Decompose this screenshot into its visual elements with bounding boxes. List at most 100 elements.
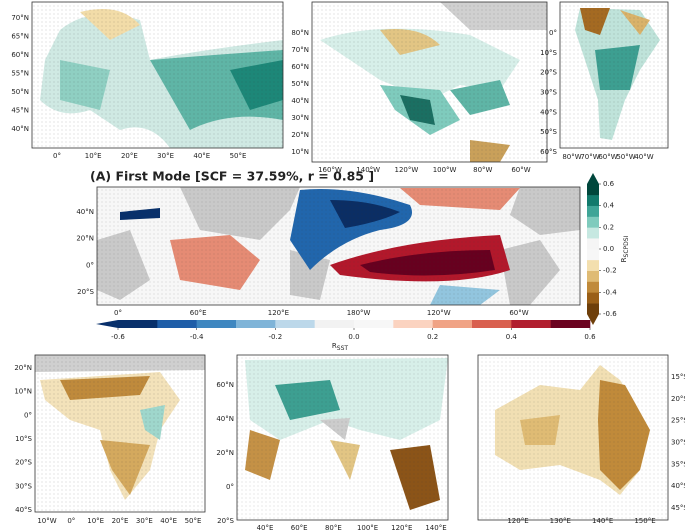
lon-label: 40°E	[160, 517, 177, 525]
colorbar-tick-label: -0.6	[111, 333, 125, 341]
lat-label: 0°	[24, 411, 32, 419]
lat-label: 20°N	[14, 364, 32, 372]
south-america-map	[559, 1, 669, 149]
lat-label: 40°N	[11, 125, 29, 133]
lon-label: 0°	[114, 309, 122, 317]
lat-label: 60°N	[216, 381, 234, 389]
colorbar-segment	[587, 303, 599, 315]
lon-label: 0°	[67, 517, 75, 525]
lon-label: 10°E	[85, 152, 102, 160]
colorbar-tick-label: -0.2	[603, 267, 617, 275]
lat-label: 10°S	[15, 435, 32, 443]
colorbar-segment	[587, 259, 599, 271]
lon-label: 20°E	[112, 517, 129, 525]
lon-label: 120°E	[507, 517, 528, 525]
lon-label: 140°W	[356, 166, 380, 174]
lat-label: 50°N	[291, 80, 309, 88]
lat-label: 35°S	[671, 460, 685, 468]
colorbar-tick-label: 0.6	[603, 180, 615, 188]
lat-label: 80°N	[291, 29, 309, 37]
lat-label: 20°S	[671, 395, 685, 403]
lat-label: 40°N	[76, 208, 94, 216]
africa-map	[34, 354, 206, 513]
lat-label: 65°N	[11, 33, 29, 41]
colorbar-segment	[236, 320, 276, 328]
lon-label: 60°W	[511, 166, 530, 174]
colorbar-segment	[157, 320, 197, 328]
lon-label: 0°	[53, 152, 61, 160]
colorbar-label: RSST	[332, 342, 348, 352]
lon-label: 140°E	[592, 517, 613, 525]
colorbar-segment	[196, 320, 237, 328]
colorbar-segment	[275, 320, 315, 328]
colorbar-tick-label: -0.2	[268, 333, 282, 341]
colorbar-tick-label: 0.6	[584, 333, 596, 341]
lon-label: 120°E	[391, 524, 412, 531]
colorbar-segment	[587, 227, 599, 239]
lat-label: 15°S	[671, 373, 685, 381]
lat-label: 20°N	[76, 235, 94, 243]
lat-label: 10°N	[291, 148, 309, 156]
lat-label: 60°S	[540, 148, 557, 156]
lon-label: 50°E	[185, 517, 202, 525]
lon-label: 60°E	[291, 524, 308, 531]
colorbar-segment	[587, 194, 599, 206]
global-map	[96, 186, 581, 306]
lat-label: 20°N	[291, 131, 309, 139]
colorbar-segment	[587, 238, 599, 250]
lat-label: 0°	[226, 483, 234, 491]
lon-label: 30°E	[136, 517, 153, 525]
lat-label: 30°S	[671, 439, 685, 447]
colorbar-segment	[354, 320, 394, 328]
lat-label: 50°S	[540, 128, 557, 136]
lat-label: 20°N	[216, 449, 234, 457]
lat-label: 55°N	[11, 70, 29, 78]
colorbar-tick-label: 0.4	[506, 333, 518, 341]
colorbar-extend	[587, 314, 599, 325]
colorbar-segment	[511, 320, 551, 328]
colorbar-tick-label: -0.4	[603, 288, 617, 296]
colorbar-tick-label: -0.6	[603, 310, 617, 318]
colorbar-tick-label: -0.4	[190, 333, 204, 341]
lon-label: 60°W	[598, 153, 617, 161]
lon-label: 40°E	[193, 152, 210, 160]
colorbar-segment	[118, 320, 158, 328]
lat-label: 40°S	[671, 482, 685, 490]
colorbar-label-sub: SST	[337, 345, 349, 352]
colorbar-segment	[432, 320, 473, 328]
lon-label: 120°W	[395, 166, 419, 174]
lon-label: 180°W	[347, 309, 371, 317]
colorbar-tick-label: 0.2	[427, 333, 438, 341]
colorbar-segment	[587, 292, 599, 304]
lon-label: 70°W	[580, 153, 599, 161]
lat-label: 20°S	[77, 288, 94, 296]
colorbar-segment	[587, 281, 599, 293]
colorbar-segment	[314, 320, 355, 328]
lat-label: 40°N	[291, 97, 309, 105]
lat-label: 20°S	[540, 69, 557, 77]
colorbar-tick-label: 0.0	[348, 333, 359, 341]
lat-label: 40°S	[540, 108, 557, 116]
colorbar-extend	[587, 173, 599, 184]
lat-label: 30°S	[540, 89, 557, 97]
figure-title: (A) First Mode [SCF = 37.59%, r = 0.85 ]	[90, 169, 374, 184]
lon-label: 160°W	[318, 166, 342, 174]
colorbar-label: RSCPDSI	[620, 235, 630, 262]
north-america-map	[311, 1, 548, 163]
lat-label: 30°N	[291, 114, 309, 122]
colorbar-segment	[587, 270, 599, 282]
lat-label: 30°S	[15, 482, 32, 490]
lat-label: 10°S	[540, 49, 557, 57]
lat-label: 45°N	[11, 107, 29, 115]
colorbar-label-sub: SCPDSI	[623, 235, 630, 257]
lon-label: 100°E	[357, 524, 378, 531]
asia-map	[236, 354, 449, 521]
lat-label: 70°N	[11, 14, 29, 22]
lon-label: 50°E	[230, 152, 247, 160]
lon-label: 120°W	[427, 309, 451, 317]
lon-label: 80°W	[473, 166, 492, 174]
lat-label: 40°S	[15, 506, 32, 514]
lon-label: 40°E	[257, 524, 274, 531]
lon-label: 80°W	[562, 153, 581, 161]
